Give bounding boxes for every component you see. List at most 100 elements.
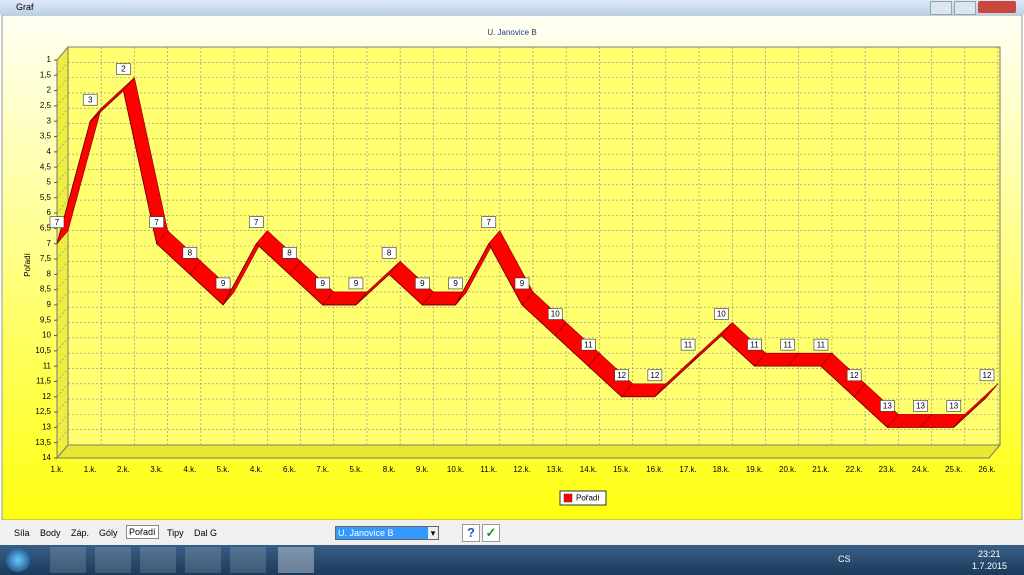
y-tick-label: 11,5 <box>36 377 52 386</box>
taskbar-app[interactable] <box>278 547 314 573</box>
data-label-box <box>747 338 762 351</box>
data-label-box <box>913 400 928 412</box>
y-tick-label: 5 <box>47 178 52 187</box>
clock-date: 1.7.2015 <box>972 561 1008 571</box>
data-label: 7 <box>154 218 159 227</box>
data-label-box <box>248 216 264 228</box>
data-label-box <box>581 338 596 351</box>
x-tick-label: 5.k. <box>349 465 362 474</box>
grid-line <box>56 46 69 61</box>
tab[interactable]: Body <box>40 528 61 538</box>
legend: Pořadí <box>559 490 607 506</box>
y-tick-label: 5,5 <box>40 193 52 202</box>
data-label-box <box>680 338 696 351</box>
data-label: 9 <box>320 279 325 288</box>
taskbar-app[interactable] <box>230 547 266 573</box>
taskbar-app[interactable] <box>140 547 176 573</box>
chart: U. Janovice B Pořadí 11,522,533,544,555,… <box>1 15 1023 520</box>
tab[interactable]: Góly <box>99 528 118 538</box>
x-tick-label: 10.k. <box>447 465 464 474</box>
grid-line <box>56 398 69 413</box>
data-label-box <box>780 338 796 351</box>
data-label: 11 <box>584 340 593 349</box>
tab[interactable]: Dal G <box>194 528 218 538</box>
legend-label: Pořadí <box>576 494 600 503</box>
x-tick-label: 23.k. <box>879 465 896 474</box>
data-label-box <box>846 369 862 382</box>
y-axis-label: Pořadí <box>23 252 32 276</box>
data-label: 9 <box>354 279 359 288</box>
x-tick-label: 6.k. <box>283 465 296 474</box>
x-tick-label: 1.k. <box>84 465 97 474</box>
taskbar-app[interactable] <box>95 547 131 573</box>
x-tick-label: 13.k. <box>547 465 564 474</box>
y-tick-label: 8 <box>47 269 52 278</box>
grid-line <box>56 199 69 214</box>
legend-swatch <box>563 493 573 503</box>
grid-line <box>56 123 69 137</box>
grid-line <box>56 77 69 91</box>
grid-line <box>56 62 69 76</box>
y-tick-label: 1 <box>47 55 52 64</box>
ok-button[interactable]: ✓ <box>482 524 500 542</box>
y-tick-label: 7,5 <box>40 254 52 263</box>
taskbar-app[interactable] <box>50 547 86 573</box>
y-tick-label: 11 <box>43 361 52 370</box>
taskbar-app[interactable] <box>185 547 221 573</box>
y-tick-label: 9,5 <box>40 315 52 324</box>
maximize-button[interactable] <box>954 1 976 15</box>
data-label: 9 <box>420 279 425 288</box>
data-label: 9 <box>520 279 525 288</box>
grid-line <box>56 429 69 443</box>
data-label-box <box>215 277 231 290</box>
tab[interactable]: Tipy <box>167 528 184 538</box>
language[interactable]: CS <box>838 554 851 564</box>
taskbar: CS 23:21 1.7.2015 <box>0 545 1024 575</box>
y-tick-label: 4 <box>47 147 52 156</box>
x-tick-label: 4.k. <box>183 465 196 474</box>
data-label-box <box>813 338 829 351</box>
grid-line <box>56 291 69 306</box>
data-label-box <box>348 277 364 290</box>
data-label: 7 <box>487 218 492 227</box>
close-button[interactable] <box>978 1 1016 13</box>
data-label: 2 <box>121 65 126 74</box>
start-button[interactable] <box>6 548 30 572</box>
grid-line <box>56 337 69 352</box>
x-tick-label: 25.k. <box>945 465 962 474</box>
grid-line <box>56 261 69 275</box>
data-label: 8 <box>287 248 292 257</box>
y-tick-label: 3 <box>47 116 52 125</box>
y-tick-label: 6,5 <box>40 223 52 232</box>
data-label: 13 <box>916 401 925 410</box>
grid-line <box>56 108 69 122</box>
y-tick-label: 7 <box>47 239 52 248</box>
data-label: 12 <box>650 371 659 380</box>
x-tick-label: 3.k. <box>150 465 163 474</box>
data-label-box <box>149 216 164 228</box>
tab[interactable]: Pořadí <box>126 525 159 539</box>
x-tick-label: 8.k. <box>383 465 396 474</box>
minimize-button[interactable] <box>930 1 952 15</box>
grid-line <box>56 276 69 290</box>
y-tick-label: 6 <box>47 208 52 217</box>
x-tick-label: 11.k. <box>480 465 497 474</box>
team-select[interactable]: U. Janovice B ▾ <box>335 526 439 540</box>
data-label-box <box>116 63 131 75</box>
grid-line <box>56 368 69 382</box>
x-tick-label: 26.k. <box>978 465 995 474</box>
data-label-box <box>547 308 563 320</box>
x-tick-label: 24.k. <box>912 465 929 474</box>
y-tick-label: 9 <box>47 300 52 309</box>
y-tick-label: 13,5 <box>35 438 51 447</box>
grid-line <box>56 352 69 367</box>
y-tick-label: 12,5 <box>35 407 51 416</box>
y-tick-label: 10 <box>42 331 51 340</box>
tab[interactable]: Záp. <box>71 528 90 538</box>
help-button[interactable]: ? <box>462 524 480 542</box>
data-label-box <box>979 369 995 382</box>
x-tick-label: 9.k. <box>416 465 429 474</box>
tab[interactable]: Síla <box>14 528 30 538</box>
grid-line <box>56 169 69 183</box>
